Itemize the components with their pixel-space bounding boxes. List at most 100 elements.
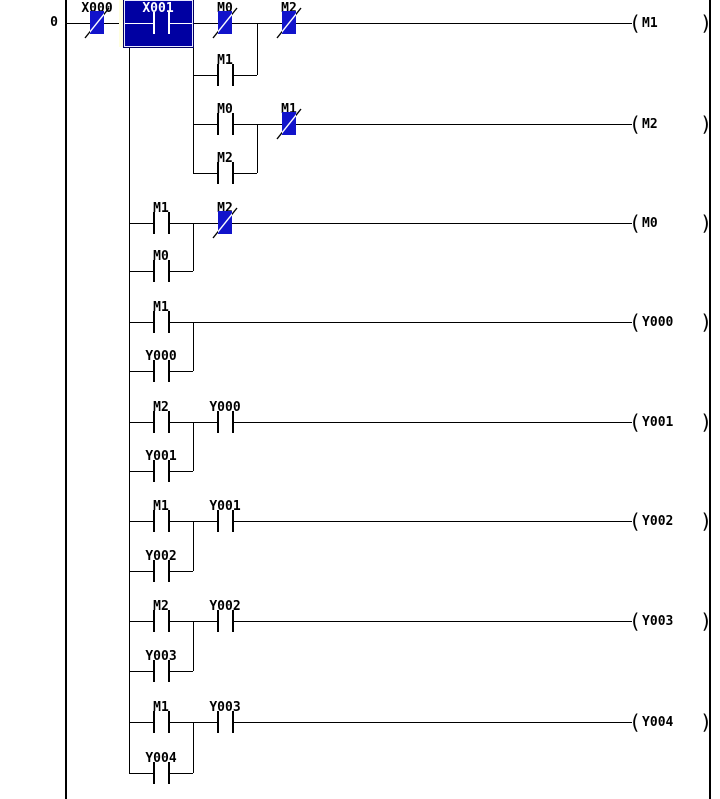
wire-segment	[193, 722, 194, 773]
contact-m2[interactable]: M2	[193, 150, 257, 196]
coil-y004[interactable]: ( Y004	[629, 710, 673, 734]
no-contact-symbol	[153, 762, 170, 784]
wire-segment	[257, 23, 258, 75]
no-contact-symbol	[153, 460, 170, 482]
contact-m2[interactable]: M2	[129, 598, 193, 644]
nc-contact-symbol	[212, 7, 238, 39]
contact-y002[interactable]: Y002	[193, 598, 257, 644]
contact-m1[interactable]: M1	[129, 498, 193, 544]
no-contact-symbol	[153, 360, 170, 382]
coil-y001[interactable]: ( Y001	[629, 410, 673, 434]
edit-cursor[interactable]: X001	[124, 0, 193, 47]
coil-open-paren: (	[629, 310, 642, 334]
contact-m2[interactable]: M2	[129, 399, 193, 445]
no-contact-symbol	[153, 260, 170, 282]
coil-label: Y000	[642, 314, 674, 330]
left-power-rail	[65, 0, 67, 799]
wire-segment	[193, 422, 194, 471]
wire-segment	[257, 124, 258, 173]
coil-close-paren: )	[700, 11, 713, 35]
nc-contact-symbol	[276, 7, 302, 39]
contact-m0[interactable]: M0	[193, 101, 257, 147]
no-contact-symbol	[168, 12, 170, 34]
wire-segment	[193, 621, 194, 671]
coil-close-paren: )	[700, 211, 713, 235]
wire-segment	[129, 322, 632, 323]
wire-segment	[193, 23, 194, 173]
coil-m1[interactable]: ( M1	[629, 11, 658, 35]
coil-close-paren: )	[700, 112, 713, 136]
contact-y004[interactable]: Y004	[129, 750, 193, 796]
no-contact-symbol	[153, 212, 170, 234]
coil-m0[interactable]: ( M0	[629, 211, 658, 235]
contact-m1[interactable]: M1	[193, 52, 257, 98]
step-number: 0	[50, 15, 58, 30]
contact-label: X001	[142, 1, 174, 16]
wire-segment	[129, 23, 130, 773]
contact-m1[interactable]: M1	[257, 101, 321, 147]
coil-label: M2	[642, 116, 658, 132]
coil-close-paren: )	[700, 310, 713, 334]
no-contact-symbol	[153, 311, 170, 333]
contact-y000[interactable]: Y000	[129, 348, 193, 394]
contact-m1[interactable]: M1	[129, 699, 193, 745]
no-contact-symbol	[217, 510, 234, 532]
coil-y003[interactable]: ( Y003	[629, 609, 673, 633]
wire-segment	[193, 124, 632, 125]
no-contact-symbol	[153, 660, 170, 682]
coil-open-paren: (	[629, 710, 642, 734]
wire-segment	[129, 422, 632, 423]
coil-open-paren: (	[629, 609, 642, 633]
contact-m0[interactable]: M0	[193, 0, 257, 46]
nc-contact-symbol	[212, 207, 238, 239]
no-contact-symbol	[153, 711, 170, 733]
coil-label: Y003	[642, 613, 674, 629]
contact-y003[interactable]: Y003	[129, 648, 193, 694]
coil-label: M0	[642, 215, 658, 231]
contact-y003[interactable]: Y003	[193, 699, 257, 745]
no-contact-symbol	[125, 23, 153, 24]
no-contact-symbol	[217, 610, 234, 632]
no-contact-symbol	[217, 162, 234, 184]
coil-open-paren: (	[629, 112, 642, 136]
contact-m2[interactable]: M2	[193, 200, 257, 246]
contact-m0[interactable]: M0	[129, 248, 193, 294]
wire-segment	[129, 223, 632, 224]
coil-open-paren: (	[629, 509, 642, 533]
coil-m2[interactable]: ( M2	[629, 112, 658, 136]
contact-y001[interactable]: Y001	[193, 498, 257, 544]
contact-y000[interactable]: Y000	[193, 399, 257, 445]
coil-open-paren: (	[629, 211, 642, 235]
coil-open-paren: (	[629, 11, 642, 35]
wire-segment	[129, 621, 632, 622]
no-contact-symbol	[217, 411, 234, 433]
nc-contact-symbol	[276, 108, 302, 140]
no-contact-symbol	[153, 12, 155, 34]
coil-close-paren: )	[700, 609, 713, 633]
contact-y001[interactable]: Y001	[129, 448, 193, 494]
wire-segment	[193, 223, 194, 271]
coil-label: Y001	[642, 414, 674, 430]
wire-segment	[129, 722, 632, 723]
coil-close-paren: )	[700, 710, 713, 734]
wire-segment	[193, 521, 194, 571]
no-contact-symbol	[217, 711, 234, 733]
no-contact-symbol	[153, 411, 170, 433]
no-contact-symbol	[153, 610, 170, 632]
coil-y000[interactable]: ( Y000	[629, 310, 673, 334]
contact-m1[interactable]: M1	[129, 200, 193, 246]
no-contact-symbol	[217, 113, 234, 135]
wire-segment	[193, 322, 194, 371]
coil-close-paren: )	[700, 410, 713, 434]
contact-m1[interactable]: M1	[129, 299, 193, 345]
no-contact-symbol	[153, 510, 170, 532]
coil-close-paren: )	[700, 509, 713, 533]
wire-segment	[65, 23, 632, 24]
coil-y002[interactable]: ( Y002	[629, 509, 673, 533]
nc-contact-symbol	[84, 7, 110, 39]
contact-y002[interactable]: Y002	[129, 548, 193, 594]
contact-x000[interactable]: X000	[65, 0, 129, 46]
no-contact-symbol	[153, 560, 170, 582]
contact-m2[interactable]: M2	[257, 0, 321, 46]
